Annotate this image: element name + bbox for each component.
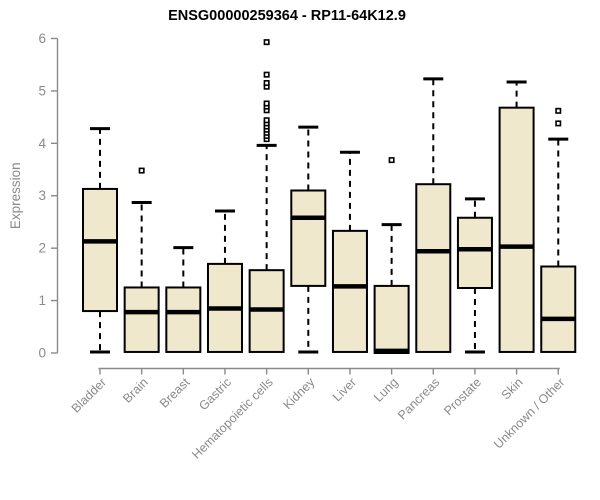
box-unknown-other bbox=[540, 107, 577, 353]
outlier-point bbox=[263, 71, 270, 78]
box-brain bbox=[123, 167, 160, 353]
outlier-point bbox=[263, 80, 270, 87]
x-tick-label: Gastric bbox=[196, 375, 234, 413]
y-tick-label: 3 bbox=[38, 188, 46, 203]
x-tick-label: Bladder bbox=[69, 375, 109, 415]
x-tick-label: Unknown / Other bbox=[491, 375, 567, 451]
y-tick-label: 6 bbox=[38, 31, 46, 46]
box-rect bbox=[456, 216, 493, 289]
y-axis-title: Expression bbox=[8, 162, 23, 229]
x-tick-label: Lung bbox=[371, 375, 401, 405]
box-prostate bbox=[456, 197, 493, 354]
x-tick-label: Brain bbox=[120, 375, 151, 406]
outlier-point bbox=[388, 157, 395, 164]
box-rect bbox=[290, 189, 327, 287]
outlier-point bbox=[263, 39, 270, 46]
box-pancreas bbox=[415, 77, 452, 353]
box-kidney bbox=[290, 125, 327, 354]
x-tick-label: Hematopoietic cells bbox=[189, 375, 276, 462]
x-tick-label: Pancreas bbox=[395, 375, 442, 422]
y-tick-label: 2 bbox=[38, 241, 46, 256]
y-tick-label: 0 bbox=[38, 346, 46, 361]
box-rect bbox=[415, 183, 452, 353]
x-tick-label: Breast bbox=[157, 375, 193, 411]
box-bladder bbox=[82, 127, 118, 354]
y-tick-label: 4 bbox=[38, 136, 46, 151]
box-rect bbox=[82, 187, 118, 313]
box-lung bbox=[373, 157, 410, 355]
box-rect bbox=[331, 229, 368, 353]
box-hematopoietic-cells bbox=[248, 39, 285, 353]
outlier-point bbox=[263, 117, 270, 124]
box-rect bbox=[498, 106, 535, 353]
x-tick-label: Liver bbox=[330, 375, 359, 404]
outlier-point bbox=[263, 100, 270, 107]
x-tick-label: Kidney bbox=[280, 375, 317, 412]
x-tick-label: Prostate bbox=[441, 375, 484, 418]
y-tick-label: 5 bbox=[38, 83, 46, 98]
outlier-point bbox=[138, 167, 145, 174]
chart-title: ENSG00000259364 - RP11-64K12.9 bbox=[168, 8, 406, 24]
y-axis: 0 1 2 3 4 5 6 Expression bbox=[8, 31, 59, 361]
box-gastric bbox=[206, 209, 243, 353]
box-breast bbox=[165, 246, 202, 353]
y-tick-label: 1 bbox=[38, 293, 46, 308]
box-skin bbox=[498, 80, 535, 353]
box-rect bbox=[165, 286, 202, 353]
box-rect bbox=[123, 286, 160, 353]
outlier-point bbox=[555, 120, 562, 127]
box-rect bbox=[540, 265, 577, 353]
box-liver bbox=[331, 150, 368, 353]
outlier-point bbox=[555, 107, 562, 114]
x-tick-label: Skin bbox=[499, 375, 526, 402]
box-rect bbox=[373, 284, 410, 355]
